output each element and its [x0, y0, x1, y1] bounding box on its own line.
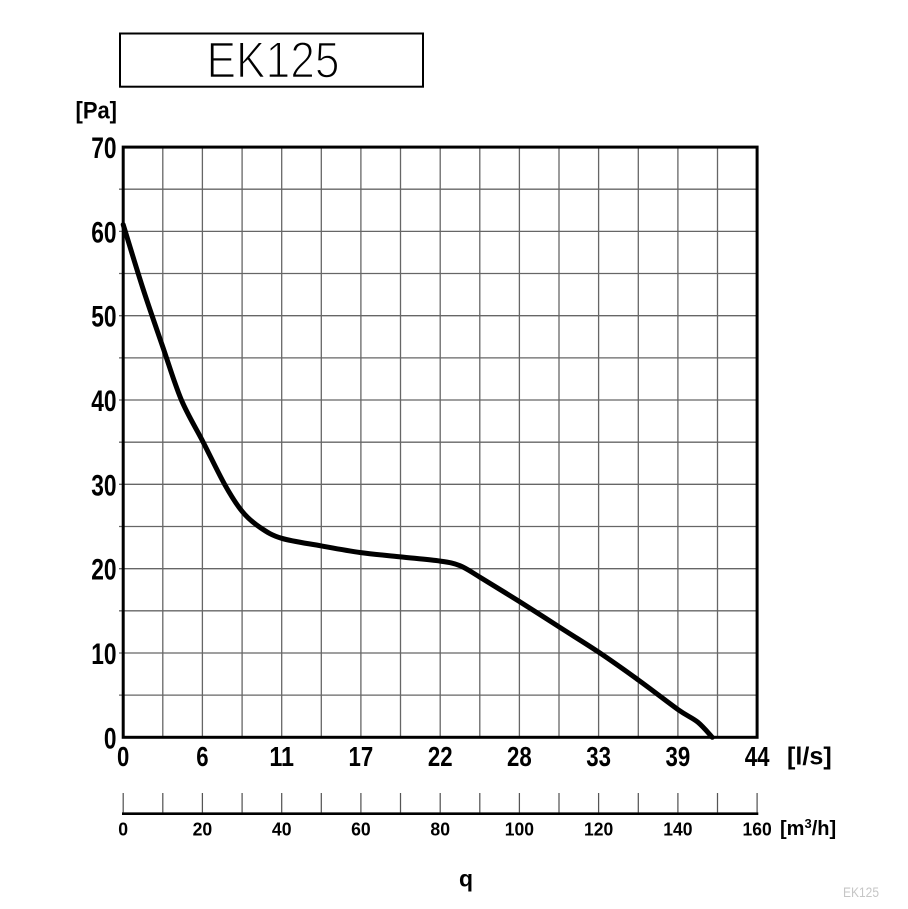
- svg-text:17: 17: [349, 741, 374, 772]
- svg-text:160: 160: [743, 818, 772, 839]
- svg-text:40: 40: [272, 818, 292, 839]
- svg-text:20: 20: [91, 554, 116, 587]
- svg-text:0: 0: [117, 741, 129, 772]
- svg-text:20: 20: [193, 818, 213, 839]
- svg-text:0: 0: [118, 818, 128, 839]
- svg-text:120: 120: [584, 818, 613, 839]
- svg-text:EK125: EK125: [207, 32, 340, 89]
- svg-text:22: 22: [428, 741, 453, 772]
- svg-text:80: 80: [430, 818, 450, 839]
- svg-text:50: 50: [91, 301, 116, 334]
- svg-text:40: 40: [91, 385, 116, 418]
- svg-text:0: 0: [104, 722, 117, 755]
- svg-text:28: 28: [507, 741, 532, 772]
- svg-text:11: 11: [269, 741, 294, 772]
- svg-text:33: 33: [586, 741, 611, 772]
- svg-text:140: 140: [663, 818, 692, 839]
- svg-text:30: 30: [91, 469, 116, 502]
- svg-text:39: 39: [666, 741, 691, 772]
- svg-text:70: 70: [91, 132, 116, 165]
- svg-text:100: 100: [505, 818, 534, 839]
- svg-text:EK125: EK125: [843, 885, 879, 900]
- svg-text:q: q: [459, 866, 473, 892]
- svg-text:60: 60: [351, 818, 371, 839]
- svg-text:[l/s]: [l/s]: [787, 743, 832, 771]
- svg-text:10: 10: [91, 638, 116, 671]
- svg-text:6: 6: [196, 741, 208, 772]
- svg-text:60: 60: [91, 216, 116, 249]
- svg-text:44: 44: [745, 741, 770, 772]
- svg-text:[Pa]: [Pa]: [76, 98, 118, 125]
